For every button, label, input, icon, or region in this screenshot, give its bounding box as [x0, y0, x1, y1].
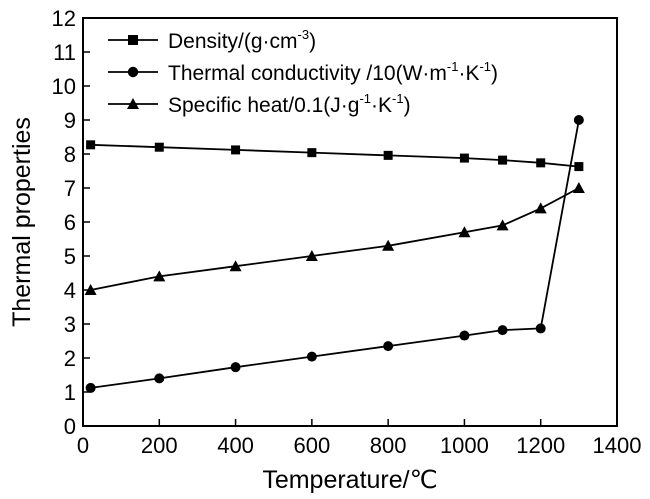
x-tick-label: 200 — [141, 433, 178, 458]
legend-marker-circle — [127, 66, 139, 78]
data-point-triangle — [458, 226, 471, 238]
data-point-circle — [230, 362, 241, 373]
y-tick-label: 4 — [64, 278, 76, 303]
data-point-square — [383, 150, 393, 160]
legend-text-mid: ·K — [458, 62, 479, 85]
data-point-square — [459, 153, 469, 163]
data-point-square — [231, 145, 241, 155]
legend-text-tail: ) — [404, 94, 411, 117]
data-point-triangle — [84, 284, 97, 295]
y-axis-title: Thermal properties — [8, 117, 36, 327]
y-tick-label: 8 — [64, 142, 76, 167]
y-tick-label: 9 — [64, 108, 76, 133]
y-tick-label: 3 — [64, 312, 76, 337]
y-tick-label: 0 — [64, 414, 76, 439]
data-point-circle — [459, 330, 470, 341]
y-tick-label: 6 — [64, 210, 76, 235]
y-tick-label: 10 — [52, 74, 76, 99]
data-point-circle — [85, 382, 96, 393]
data-point-square — [154, 142, 164, 152]
legend-text-mid: ·K — [371, 94, 392, 117]
legend-entry-thermal-conductivity: Thermal conductivity /10(W·m-1·K-1) — [108, 59, 498, 85]
data-point-circle — [383, 341, 394, 352]
legend-marker-square — [128, 35, 138, 45]
series-line-triangle — [90, 187, 580, 291]
data-point-square — [574, 162, 584, 172]
y-tick-label: 12 — [52, 6, 76, 31]
legend-label-specific-heat: Specific heat/0.1(J·g-1·K-1) — [168, 91, 411, 117]
y-tick-label: 2 — [64, 346, 76, 371]
x-axis-ticks: 0 200 400 600 800 1000 1200 1400 — [77, 419, 642, 458]
x-tick-label: 600 — [293, 433, 330, 458]
y-tick-label: 5 — [64, 244, 76, 269]
data-point-circle — [535, 323, 546, 334]
data-point-triangle — [496, 219, 509, 231]
series-layer — [84, 115, 585, 393]
data-point-triangle — [534, 202, 547, 214]
legend: Density/(g·cm-3) Thermal conductivity /1… — [108, 27, 498, 117]
data-point-triangle — [305, 250, 318, 261]
data-point-circle — [154, 373, 165, 384]
x-tick-label: 1200 — [516, 433, 565, 458]
legend-text-sup2: -1 — [479, 59, 491, 74]
y-tick-label: 1 — [64, 380, 76, 405]
legend-text-sup: -3 — [298, 27, 310, 42]
x-tick-label: 0 — [77, 433, 89, 458]
legend-entry-specific-heat: Specific heat/0.1(J·g-1·K-1) — [108, 91, 411, 117]
legend-marker-triangle — [127, 98, 139, 109]
data-point-triangle — [572, 182, 585, 193]
legend-text-sup: -1 — [447, 59, 459, 74]
data-point-triangle — [382, 239, 395, 251]
data-point-square — [86, 140, 96, 150]
data-point-circle — [306, 351, 317, 362]
legend-text-base: Specific heat/0.1(J·g — [168, 94, 359, 117]
data-point-triangle — [229, 260, 242, 272]
legend-text-base: Density/(g·cm — [168, 30, 298, 53]
legend-text-sup2: -1 — [392, 91, 404, 106]
legend-text-tail: ) — [491, 62, 498, 85]
data-point-circle — [497, 325, 508, 336]
x-tick-label: 1400 — [593, 433, 642, 458]
data-point-circle — [573, 115, 584, 125]
x-tick-label: 1000 — [440, 433, 489, 458]
y-tick-label: 7 — [64, 176, 76, 201]
data-point-triangle — [153, 270, 166, 282]
legend-text-sup: -1 — [359, 91, 371, 106]
x-tick-label: 800 — [370, 433, 407, 458]
legend-label-thermal-conductivity: Thermal conductivity /10(W·m-1·K-1) — [168, 59, 498, 85]
legend-text-base: Thermal conductivity /10(W·m — [168, 62, 447, 85]
x-tick-label: 400 — [217, 433, 254, 458]
y-tick-label: 11 — [53, 40, 76, 65]
data-point-square — [307, 148, 317, 158]
legend-text-tail: ) — [309, 30, 316, 53]
legend-label-density: Density/(g·cm-3) — [168, 27, 316, 53]
legend-entry-density: Density/(g·cm-3) — [108, 27, 316, 53]
data-point-square — [498, 155, 508, 165]
data-point-square — [536, 158, 546, 168]
x-axis-title: Temperature/℃ — [262, 466, 437, 494]
